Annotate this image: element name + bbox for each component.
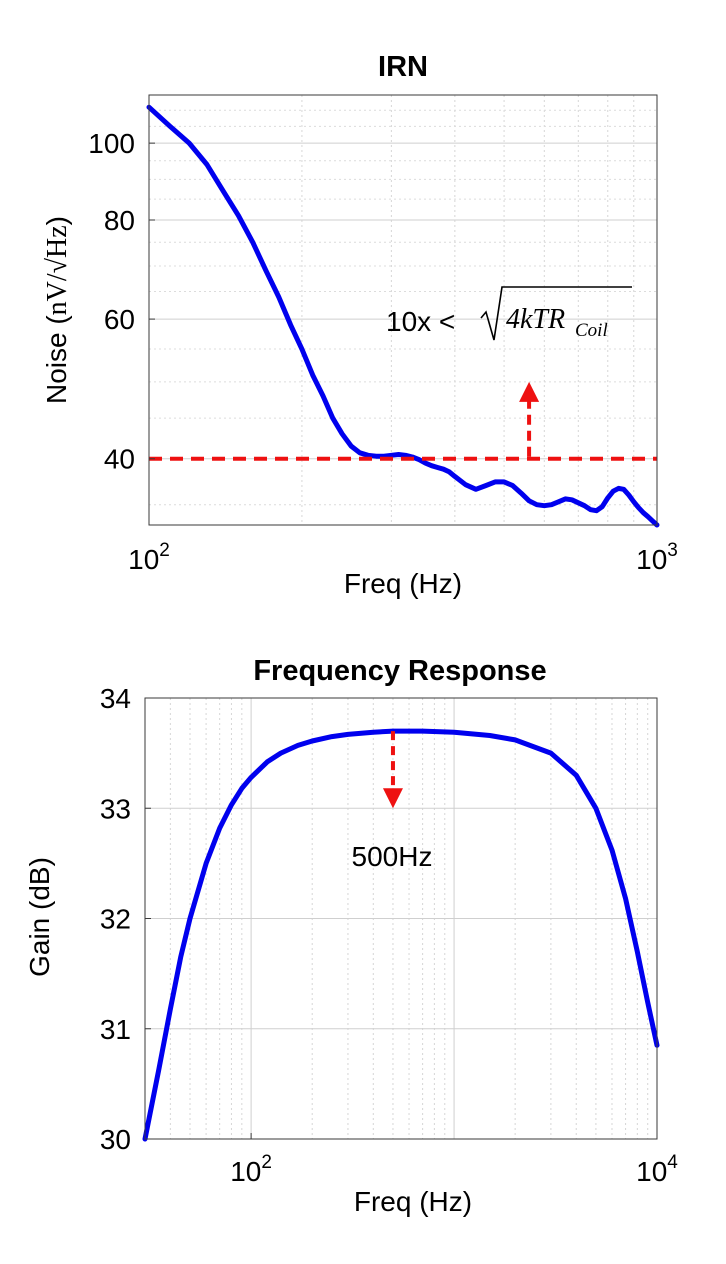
fr-x-axis-label: Freq (Hz) — [354, 1186, 472, 1217]
sqrt-radical-symbol — [480, 286, 632, 341]
fr-x-tick-label: 104 — [636, 1152, 678, 1187]
irn-formula-sub: Coil — [575, 320, 608, 341]
irn-series — [146, 104, 660, 528]
fr-series — [142, 728, 660, 1142]
irn-chart: IRN 102 103 40 60 80 100 10x < 4kTR Coil Freq… — [41, 51, 678, 599]
fr-y-tick-label: 30 — [100, 1124, 131, 1155]
fr-y-tick-label: 34 — [100, 683, 131, 714]
irn-annotations — [149, 381, 657, 461]
frequency-response-chart: Frequency Response 102 104 30 31 32 33 34 500H… — [24, 655, 678, 1217]
irn-annotation-text: 10x < — [386, 306, 455, 337]
fr-y-axis-label: Gain (dB) — [24, 857, 55, 977]
irn-y-axis-label: Noise (nV/√Hz) — [41, 216, 73, 404]
fr-annotation-text: 500Hz — [352, 841, 433, 872]
fr-arrow-down-icon — [382, 788, 403, 809]
irn-y-tick-label: 80 — [104, 205, 135, 236]
irn-noise-line — [146, 104, 660, 528]
fr-gain-line — [142, 728, 660, 1142]
irn-y-tick-label: 40 — [104, 444, 135, 475]
irn-axes-box — [148, 94, 658, 526]
fr-y-tick-label: 31 — [100, 1014, 131, 1045]
irn-arrow-up-icon — [519, 381, 540, 402]
fr-y-tick-label: 32 — [100, 904, 131, 935]
fr-x-tick-label: 102 — [230, 1152, 272, 1187]
fr-title: Frequency Response — [253, 655, 546, 687]
fr-tick-labels: 102 104 30 31 32 33 34 — [100, 683, 678, 1187]
fr-y-tick-label: 33 — [100, 793, 131, 824]
irn-x-tick-label: 103 — [636, 540, 678, 575]
irn-y-tick-label: 60 — [104, 304, 135, 335]
irn-annotation-formula: 4kTR Coil — [480, 286, 632, 341]
irn-x-axis-label: Freq (Hz) — [344, 568, 462, 599]
irn-y-tick-label: 100 — [88, 128, 135, 159]
irn-title: IRN — [378, 51, 428, 83]
irn-x-tick-label: 102 — [128, 540, 170, 575]
irn-tick-labels: 102 103 40 60 80 100 — [88, 128, 678, 575]
fr-annotations — [382, 731, 403, 809]
irn-formula-main: 4kTR — [506, 304, 565, 335]
